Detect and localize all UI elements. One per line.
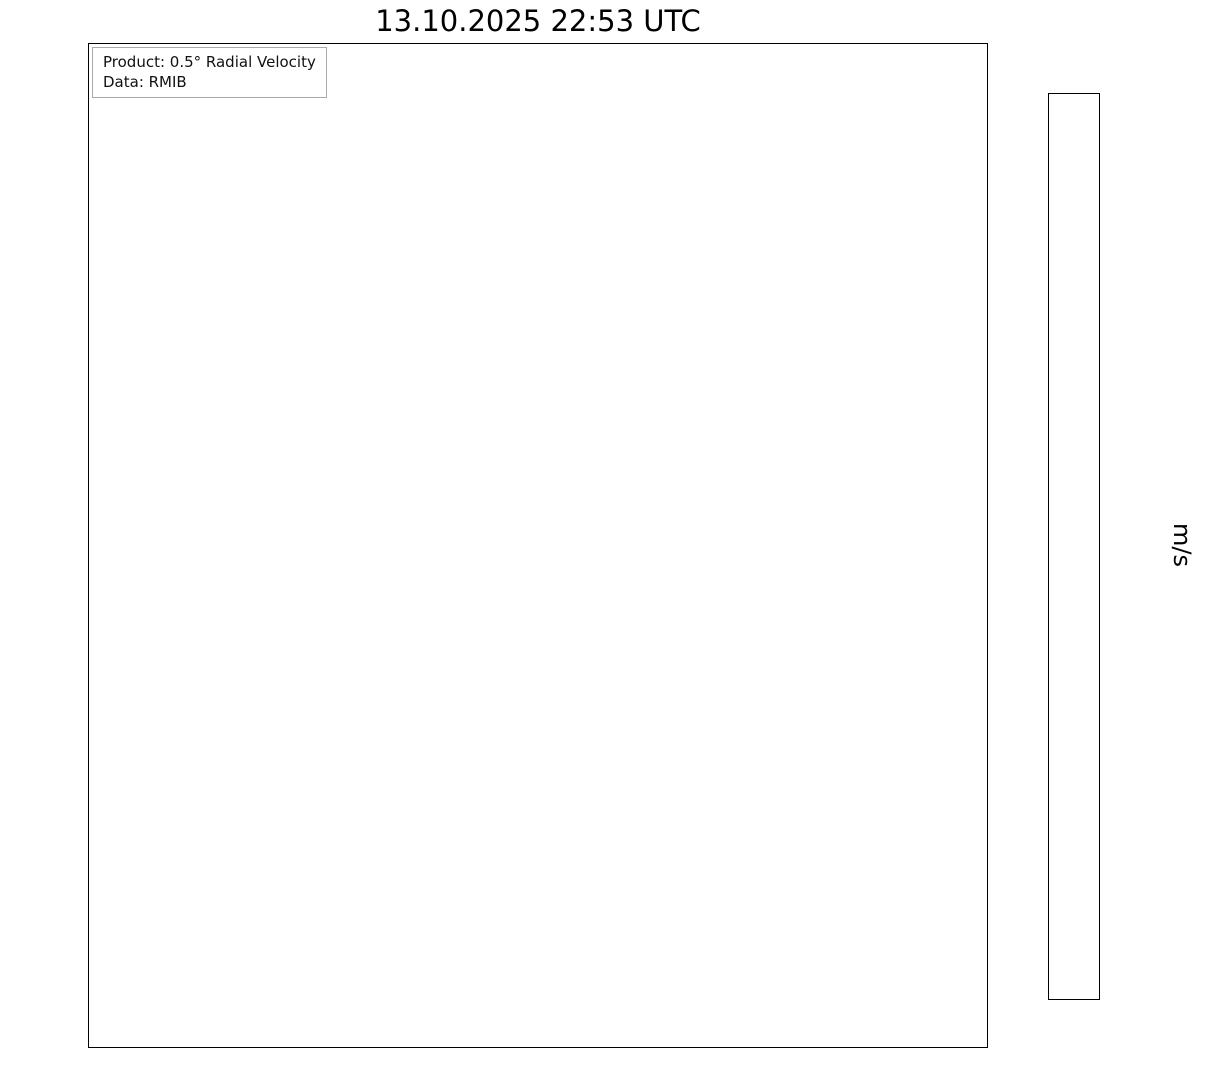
info-source-line: Data: RMIB bbox=[103, 72, 187, 91]
info-product-line: Product: 0.5° Radial Velocity bbox=[103, 53, 316, 71]
figure-title: 13.10.2025 22:53 UTC bbox=[375, 4, 701, 38]
plot-area bbox=[88, 43, 988, 1048]
colorbar bbox=[1048, 93, 1100, 1000]
radar-map-canvas bbox=[88, 43, 988, 1048]
info-box: Product: 0.5° Radial Velocity Data: RMIB bbox=[92, 47, 327, 98]
colorbar-unit-label: m/s bbox=[1168, 523, 1196, 567]
